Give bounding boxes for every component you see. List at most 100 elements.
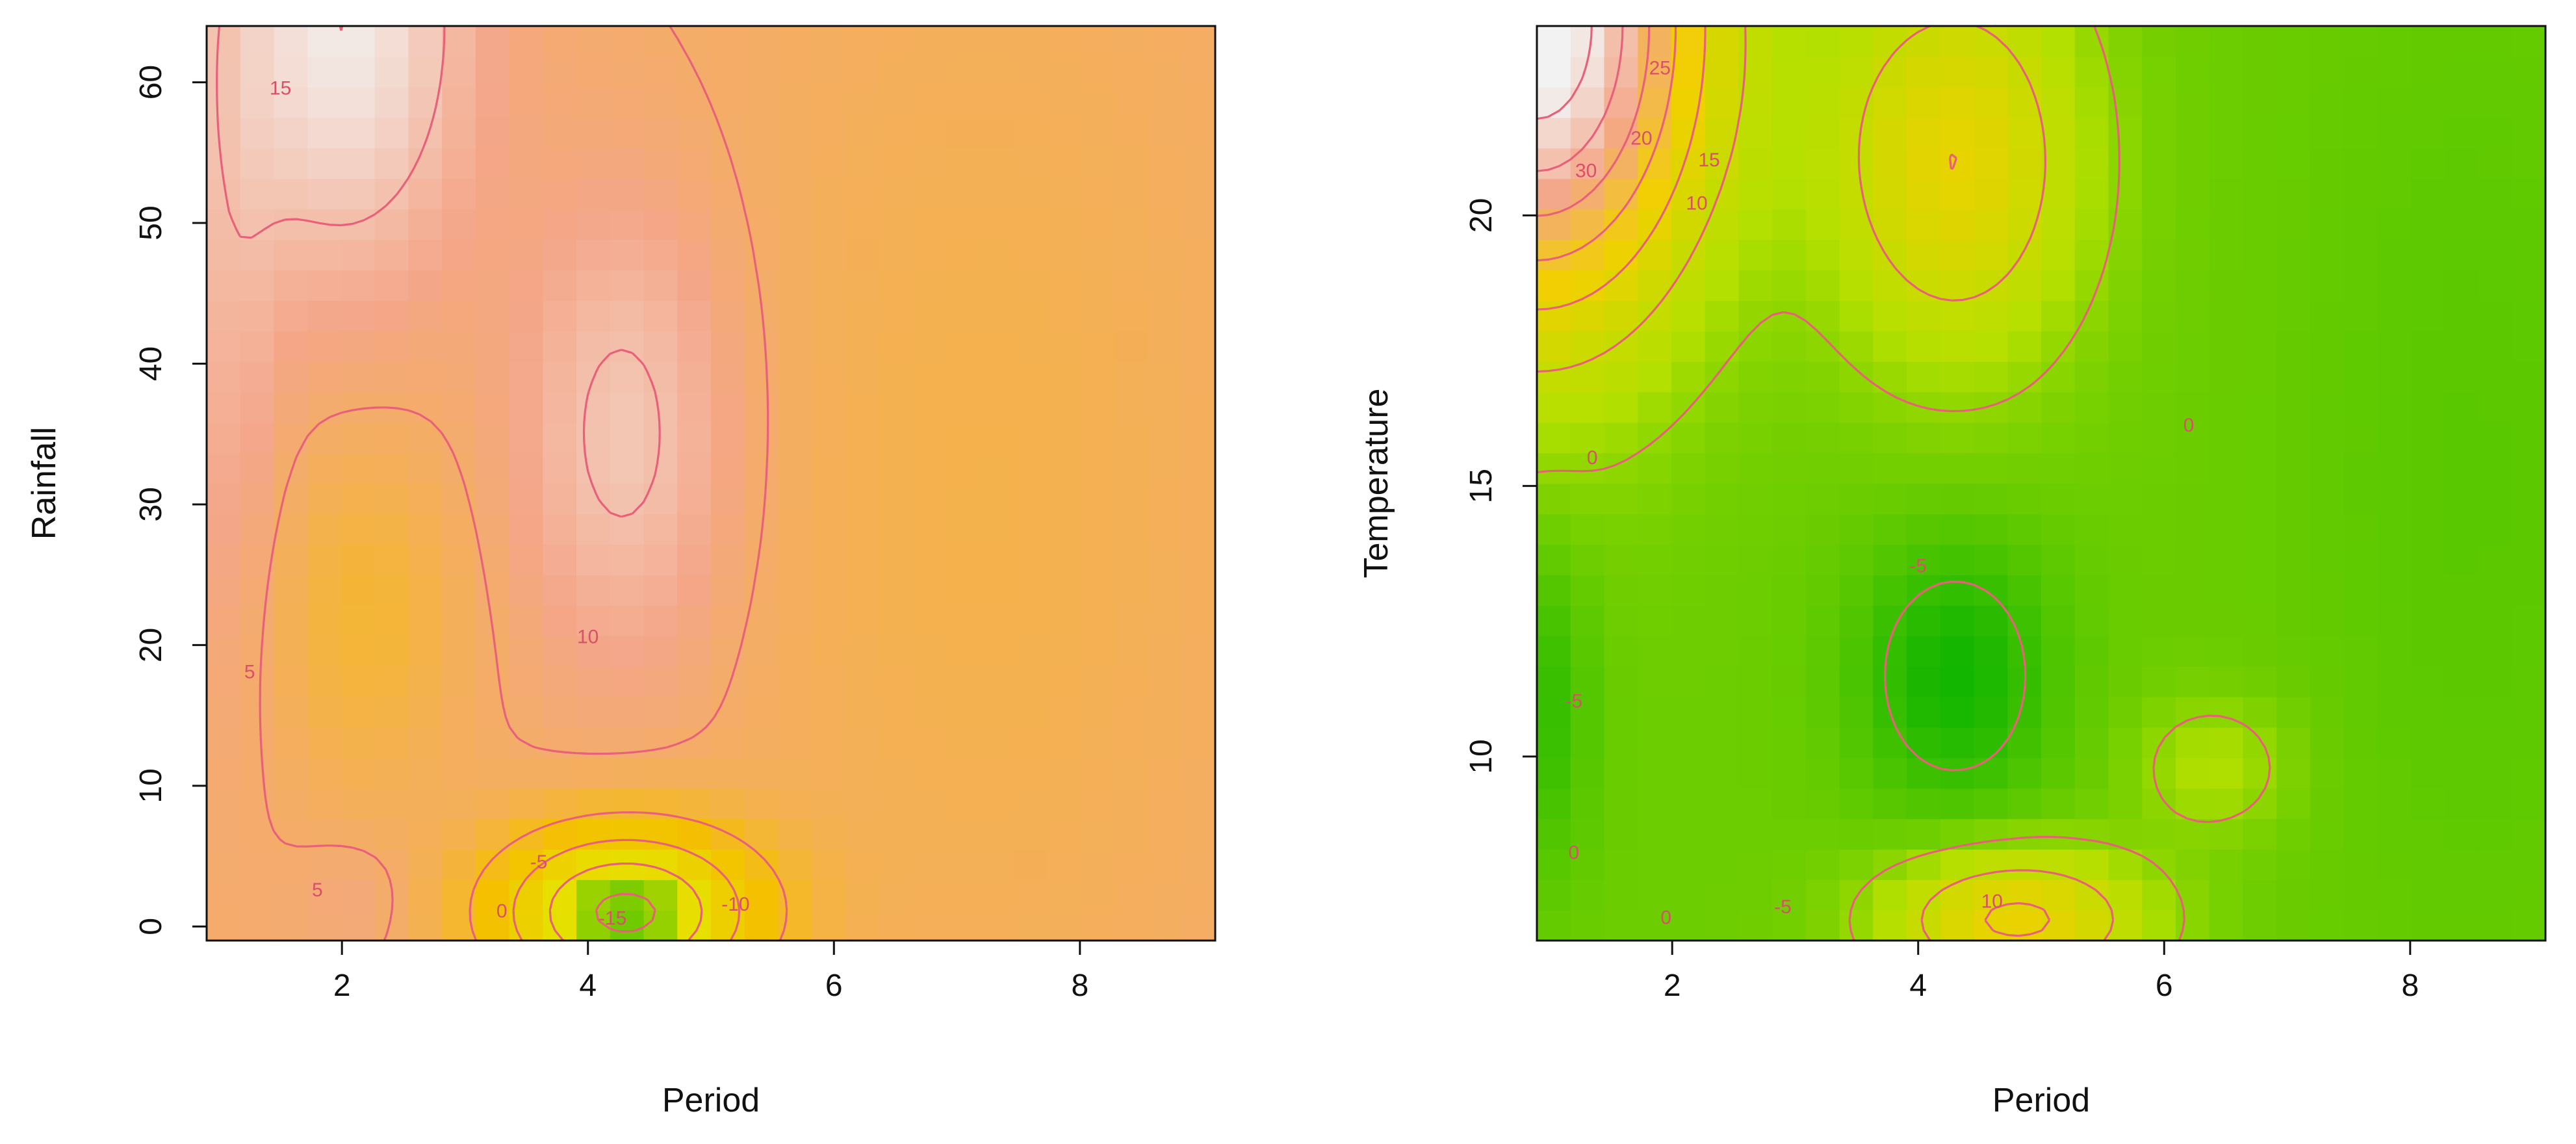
heatmap-cell (1940, 452, 1975, 484)
heatmap-cell (509, 666, 544, 697)
heatmap-cell (979, 544, 1014, 575)
heatmap-cell (812, 422, 846, 454)
heatmap-cell (1738, 26, 1773, 57)
heatmap-cell (2411, 452, 2445, 484)
heatmap-cell (2377, 56, 2412, 88)
heatmap-cell (2243, 636, 2277, 667)
heatmap-cell (879, 452, 914, 484)
heatmap-cell (1772, 483, 1807, 515)
heatmap-cell (1114, 910, 1149, 941)
heatmap-cell (1013, 86, 1048, 118)
heatmap-cell (2243, 575, 2277, 606)
heatmap-cell (778, 178, 812, 210)
heatmap-cell (509, 361, 544, 393)
heatmap-cell (1638, 270, 1672, 301)
heatmap-cell (1907, 300, 1941, 332)
heatmap-cell (2343, 270, 2378, 301)
heatmap-cell (1839, 910, 1874, 941)
heatmap-cell (509, 757, 544, 789)
heatmap-cell (1873, 56, 1907, 88)
heatmap-cell (1638, 26, 1672, 57)
heatmap-cell (946, 636, 981, 667)
heatmap-cell (643, 757, 678, 789)
heatmap-cell (207, 849, 241, 880)
heatmap-cell (610, 666, 645, 697)
heatmap-cell (2175, 636, 2210, 667)
heatmap-cell (1772, 757, 1807, 789)
heatmap-cell (1873, 666, 1907, 697)
heatmap-cell (643, 178, 678, 210)
heatmap-cell (677, 361, 712, 393)
heatmap-cell (946, 452, 981, 484)
heatmap-cell (1148, 300, 1183, 332)
heatmap-cell (2310, 696, 2345, 728)
heatmap-cell (1013, 56, 1048, 88)
contour-label: -15 (599, 907, 626, 929)
heatmap-cell (2512, 666, 2546, 697)
heatmap-cell (2074, 148, 2109, 179)
heatmap-cell (2444, 514, 2479, 545)
heatmap-cell (2444, 178, 2479, 210)
heatmap-cell (240, 879, 275, 911)
heatmap-cell (1839, 575, 1874, 606)
heatmap-cell (1148, 361, 1183, 393)
heatmap-cell (307, 86, 342, 118)
heatmap-cell (2243, 483, 2277, 515)
heatmap-cell (812, 239, 846, 270)
heatmap-cell (912, 544, 947, 575)
heatmap-cell (509, 788, 544, 820)
heatmap-cell (1013, 391, 1048, 423)
heatmap-cell (812, 56, 846, 88)
heatmap-cell (1638, 757, 1672, 789)
heatmap-cell (1081, 727, 1115, 759)
heatmap-cell (2343, 391, 2378, 423)
heatmap-cell (374, 300, 409, 332)
heatmap-cell (2444, 26, 2479, 57)
heatmap-cell (240, 331, 275, 362)
heatmap-cell (1873, 757, 1907, 789)
heatmap-cell (845, 544, 880, 575)
heatmap-cell (274, 666, 308, 697)
heatmap-cell (677, 56, 712, 88)
heatmap-cell (2276, 788, 2311, 820)
heatmap-cell (240, 56, 275, 88)
heatmap-cell (2310, 148, 2345, 179)
heatmap-cell (2444, 696, 2479, 728)
heatmap-cell (2276, 209, 2311, 240)
heatmap-cell (2175, 209, 2210, 240)
heatmap-cell (677, 636, 712, 667)
heatmap-cell (2142, 696, 2176, 728)
heatmap-cell (2512, 757, 2546, 789)
heatmap-cell (2512, 636, 2546, 667)
heatmap-cell (341, 26, 376, 57)
heatmap-cell (1081, 86, 1115, 118)
heatmap-cell (1081, 209, 1115, 240)
heatmap-cell (2377, 818, 2412, 850)
heatmap-cell (2310, 26, 2345, 57)
heatmap-cell (341, 910, 376, 941)
heatmap-cell (2478, 300, 2513, 332)
heatmap-cell (1738, 879, 1773, 911)
heatmap-cell (1671, 270, 1706, 301)
heatmap-cell (610, 514, 645, 545)
heatmap-cell (677, 757, 712, 789)
heatmap-cell (812, 544, 846, 575)
heatmap-cell (2411, 605, 2445, 636)
heatmap-cell (711, 666, 745, 697)
heatmap-cell (576, 178, 611, 210)
heatmap-cell (2041, 452, 2076, 484)
heatmap-cell (1738, 666, 1773, 697)
heatmap-cell (812, 849, 846, 880)
heatmap-cell (1974, 514, 2009, 545)
heatmap-cell (1907, 86, 1941, 118)
heatmap-cell (509, 605, 544, 636)
heatmap-cell (1772, 788, 1807, 820)
heatmap-cell (2411, 117, 2445, 149)
heatmap-cell (509, 270, 544, 301)
contour-label: 0 (1660, 907, 1671, 929)
heatmap-cell (2209, 148, 2244, 179)
heatmap-cell (576, 422, 611, 454)
heatmap-cell (576, 696, 611, 728)
heatmap-cell (2444, 422, 2479, 454)
heatmap-cell (1604, 605, 1638, 636)
